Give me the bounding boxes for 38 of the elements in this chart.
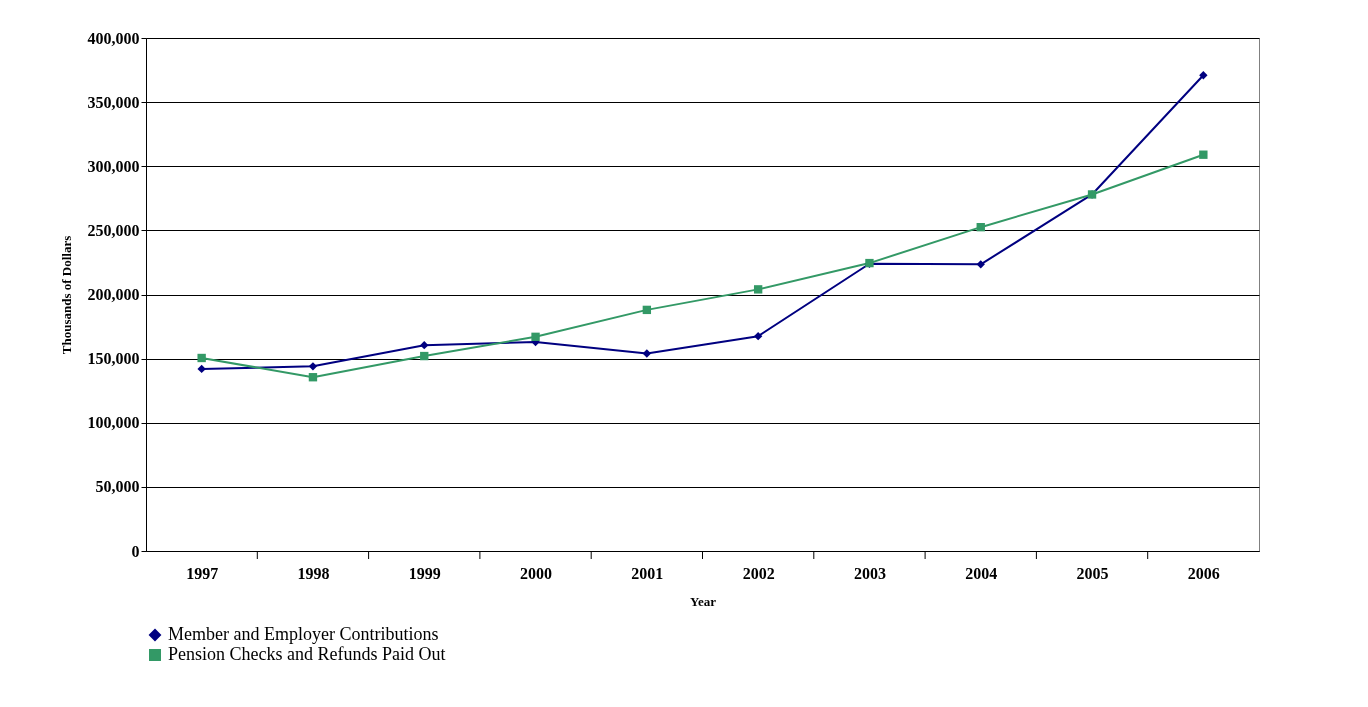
x-tick-label: 2003 bbox=[853, 564, 886, 582]
point bbox=[1199, 71, 1208, 80]
legend-label: Member and Employer Contributions bbox=[168, 624, 439, 644]
y-tick-label: 400,000 bbox=[87, 29, 140, 47]
point bbox=[976, 222, 985, 232]
point bbox=[420, 340, 429, 350]
x-tick-label: 2000 bbox=[520, 564, 553, 582]
y-axis-title: Thousands of Dollars bbox=[58, 235, 74, 355]
point bbox=[976, 260, 985, 269]
x-tick-label: 1999 bbox=[408, 564, 441, 582]
legend-label: Pension Checks and Refunds Paid Out bbox=[168, 644, 446, 664]
point bbox=[753, 332, 763, 341]
point bbox=[197, 353, 206, 363]
y-tick-label: 100,000 bbox=[87, 414, 140, 432]
point bbox=[197, 364, 206, 374]
y-tick-label: 150,000 bbox=[87, 350, 140, 368]
point bbox=[420, 351, 429, 361]
x-tick-label: 1997 bbox=[186, 564, 219, 582]
point bbox=[1199, 150, 1208, 159]
point bbox=[642, 349, 652, 358]
y-tick-label: 350,000 bbox=[87, 93, 140, 111]
x-axis-title: Year bbox=[690, 593, 717, 609]
x-tick-label: 2004 bbox=[965, 564, 998, 582]
y-tick-label: 300,000 bbox=[87, 157, 140, 175]
x-tick-label: 2001 bbox=[631, 564, 664, 582]
y-tick-label: 250,000 bbox=[87, 221, 140, 239]
x-tick-label: 2005 bbox=[1076, 564, 1109, 582]
y-tick-label: 50,000 bbox=[95, 478, 140, 496]
point bbox=[642, 305, 652, 315]
point bbox=[308, 373, 318, 382]
point bbox=[531, 332, 540, 342]
point bbox=[308, 362, 318, 371]
point bbox=[753, 285, 763, 294]
y-tick-label: 200,000 bbox=[87, 286, 140, 303]
x-tick-label: 2006 bbox=[1187, 564, 1220, 582]
x-tick-label: 2002 bbox=[742, 564, 775, 582]
y-tick-label: 0 bbox=[131, 542, 140, 560]
x-tick-label: 1998 bbox=[297, 564, 330, 582]
